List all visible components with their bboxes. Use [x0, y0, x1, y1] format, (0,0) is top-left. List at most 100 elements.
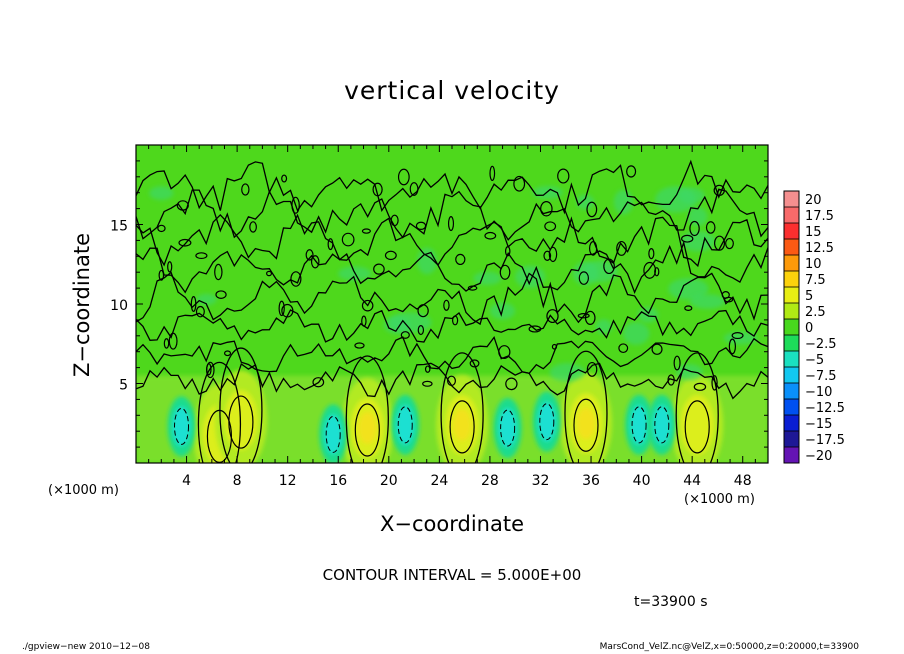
downdraft-cell — [537, 401, 556, 442]
contour-loop — [616, 240, 627, 256]
colorbar-segment — [784, 367, 799, 383]
contour-loop — [361, 315, 367, 327]
contour-loop — [588, 241, 598, 256]
contour-loop — [278, 300, 285, 317]
updraft-outer-contour — [440, 352, 484, 463]
contour-loop — [489, 165, 496, 182]
contour-loop — [215, 290, 227, 299]
colorbar-label: 20 — [805, 193, 822, 208]
contour-loop — [163, 338, 170, 349]
zero-contour-line — [136, 240, 768, 294]
contour-loop — [654, 267, 660, 277]
contour-loop — [578, 271, 590, 285]
contour-loop — [424, 365, 431, 373]
contour-loop — [643, 261, 657, 279]
contour-loop — [178, 238, 192, 247]
contour-loop — [443, 299, 450, 311]
colorbar-segment — [784, 415, 799, 431]
colorbar-label: 7.5 — [805, 273, 826, 288]
y-tick-label: 10 — [110, 298, 128, 314]
colorbar-segment — [784, 255, 799, 271]
contour-loop — [584, 310, 596, 325]
contour-loop — [713, 235, 726, 251]
contour-loop — [731, 332, 744, 340]
updraft-outer-contour — [345, 355, 389, 463]
contour-loop — [544, 221, 557, 232]
colorbar-label: −17.5 — [805, 433, 845, 448]
contour-loop — [711, 375, 718, 391]
contour-loop — [499, 264, 511, 280]
y-tick-label: 5 — [119, 378, 128, 394]
updraft-outer-contour — [197, 361, 242, 463]
x-tick-label: 40 — [633, 473, 651, 489]
contour-loop — [667, 374, 675, 386]
contour-loop — [361, 228, 371, 234]
contour-loop — [373, 263, 385, 275]
contour-loop — [305, 249, 314, 261]
field-patch — [637, 307, 659, 323]
y-tick-label: 15 — [110, 219, 128, 235]
contour-loop — [586, 361, 598, 377]
updraft-inner-contour — [354, 403, 380, 457]
updraft-outer-contour — [219, 347, 263, 463]
colorbar-label: 15 — [805, 225, 822, 240]
colorbar-segment — [784, 335, 799, 351]
contour-loop — [341, 232, 355, 247]
colorbar-segment — [784, 319, 799, 335]
contour-loop — [214, 263, 223, 281]
downdraft-contour — [500, 409, 516, 447]
contour-loop — [176, 200, 189, 211]
contour-loop — [417, 304, 429, 318]
colorbar-segment — [784, 399, 799, 415]
contour-loop — [557, 168, 570, 184]
colorbar-label: 12.5 — [805, 241, 834, 256]
x-tick-label: 32 — [532, 473, 550, 489]
x-tick-label: 24 — [430, 473, 448, 489]
contour-lines — [136, 159, 768, 463]
y-axis-ticks: 5 10 15 — [110, 160, 768, 448]
contour-loop — [546, 309, 559, 324]
contour-loop — [543, 250, 552, 261]
downdraft-contour — [325, 415, 341, 453]
colorbar-segment — [784, 207, 799, 223]
contour-loop — [281, 303, 294, 318]
x-tick-label: 36 — [582, 473, 600, 489]
footer-file-info: MarsCond_VelZ.nc@VelZ,x=0:50000,z=0:2000… — [599, 642, 859, 652]
downdraft-contour — [174, 407, 190, 445]
contour-loop — [422, 380, 433, 387]
updraft-inner-contour — [573, 398, 599, 452]
contour-loop — [651, 343, 663, 355]
x-tick-label: 4 — [182, 473, 191, 489]
updraft-outer-contour — [564, 350, 608, 463]
zero-contour-line — [136, 159, 768, 215]
x-tick-label: 12 — [279, 473, 297, 489]
contour-loop — [513, 175, 526, 192]
contour-loop — [705, 221, 716, 234]
contour-loop — [195, 252, 208, 260]
contour-loop — [713, 184, 725, 197]
updraft-inner-contour — [228, 395, 254, 449]
contour-loop — [721, 291, 730, 299]
updraft-core — [576, 407, 595, 440]
colorbar-label: −7.5 — [805, 369, 837, 384]
downdraft-cell — [652, 404, 671, 445]
colorbar-frame — [783, 190, 800, 464]
field-patch — [655, 186, 696, 213]
x-axis-ticks: 4 8 12 16 20 24 28 32 36 40 44 48 — [148, 145, 756, 489]
contour-loop — [455, 253, 466, 266]
contour-loop — [693, 382, 707, 391]
contour-loop — [551, 343, 558, 350]
time-label: t=33900 s — [634, 594, 708, 610]
contour-loop — [452, 315, 459, 326]
contour-loop — [469, 359, 480, 368]
contour-loop — [417, 325, 425, 336]
updraft-core — [453, 408, 472, 441]
colorbar-segment — [784, 239, 799, 255]
contour-loop — [725, 237, 734, 250]
field-patch — [668, 278, 709, 300]
colorbar-label: 0 — [805, 321, 813, 336]
downdraft-cell — [396, 404, 415, 445]
contour-loop — [684, 305, 693, 311]
contour-loop — [266, 270, 273, 277]
field-patch — [549, 363, 585, 382]
